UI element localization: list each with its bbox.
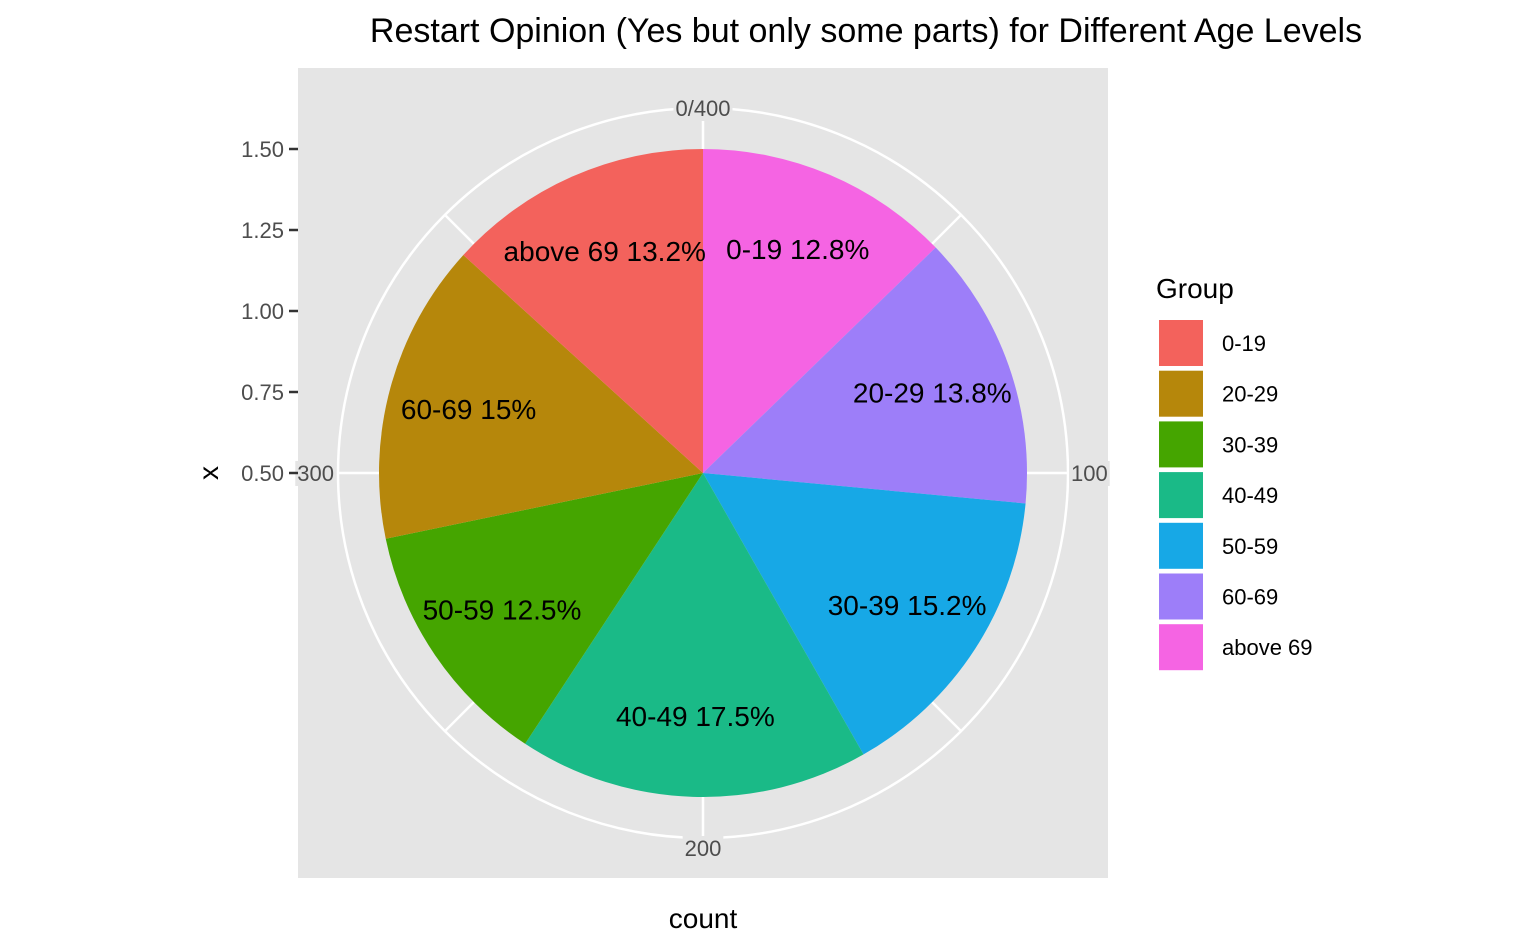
- slice-label-3: 40-49 17.5%: [616, 701, 775, 732]
- theta-tick-label-2: 200: [685, 836, 722, 861]
- pie-slice-1: [703, 247, 1027, 504]
- legend: Group 0-19 20-29 30-39 40-49 50-59 60-69 above…: [1156, 273, 1313, 673]
- grid-spoke: [931, 214, 962, 245]
- legend-label-6: above 69: [1222, 635, 1313, 660]
- pie-slice-3: [525, 473, 864, 797]
- pie-slice-4: [385, 473, 703, 744]
- slice-label-2: 30-39 15.2%: [828, 590, 987, 621]
- legend-swatch-4: [1157, 520, 1205, 571]
- legend-swatch-6: [1157, 622, 1205, 673]
- pie-slice-2: [703, 473, 1026, 755]
- theta-tick-label-1: 100: [1071, 461, 1108, 486]
- legend-swatch-0: [1157, 318, 1205, 368]
- slice-label-0: 0-19 12.8%: [726, 234, 869, 265]
- legend-label-2: 30-39: [1222, 432, 1278, 457]
- theta-label-bg: [295, 461, 336, 486]
- grid-spoke: [444, 701, 475, 732]
- slice-label-4: 50-59 12.5%: [423, 595, 582, 626]
- legend-items: 0-19 20-29 30-39 40-49 50-59 60-69 above 69: [1157, 318, 1313, 673]
- legend-swatch-2: [1157, 419, 1205, 470]
- legend-label-5: 60-69: [1222, 585, 1278, 610]
- legend-swatch-5: [1157, 571, 1205, 622]
- theta-label-bg: [682, 836, 724, 861]
- slice-label-layer: 0-19 12.8% 20-29 13.8% 30-39 15.2% 40-49 17…: [401, 234, 1012, 732]
- grid-spoke: [444, 214, 475, 245]
- y-axis-title: x: [193, 466, 224, 480]
- grid-spoke: [931, 701, 962, 732]
- y-tick-label-2: 1.00: [241, 299, 284, 324]
- legend-label-3: 40-49: [1222, 483, 1278, 508]
- theta-label-layer: 0/400 100 200 300: [295, 96, 1110, 861]
- legend-title: Group: [1156, 273, 1234, 304]
- theta-label-bg: [1069, 461, 1110, 486]
- slice-label-5: 60-69 15%: [401, 394, 536, 425]
- y-tick-label-4: 1.50: [241, 137, 284, 162]
- legend-label-1: 20-29: [1222, 382, 1278, 407]
- theta-tick-label-3: 300: [297, 461, 334, 486]
- slice-label-6: above 69 13.2%: [504, 236, 706, 267]
- y-tick-label-0: 0.50: [241, 461, 284, 486]
- y-axis: 0.50 0.75 1.00 1.25 1.50: [241, 137, 298, 486]
- y-tick-label-3: 1.25: [241, 218, 284, 243]
- x-axis-title: count: [669, 903, 738, 934]
- y-tick-label-1: 0.75: [241, 380, 284, 405]
- theta-tick-label-0: 0/400: [675, 96, 730, 121]
- legend-swatch-1: [1157, 368, 1205, 419]
- pie-slice-0: [703, 149, 936, 473]
- pie-slice-6: [463, 149, 703, 473]
- theta-label-bg: [673, 96, 733, 121]
- slice-layer: [379, 149, 1027, 797]
- legend-label-4: 50-59: [1222, 534, 1278, 559]
- slice-label-1: 20-29 13.8%: [853, 377, 1012, 408]
- pie-slice-5: [379, 254, 703, 539]
- legend-swatch-3: [1157, 470, 1205, 521]
- legend-label-0: 0-19: [1222, 331, 1266, 356]
- chart-title: Restart Opinion (Yes but only some parts…: [370, 12, 1362, 50]
